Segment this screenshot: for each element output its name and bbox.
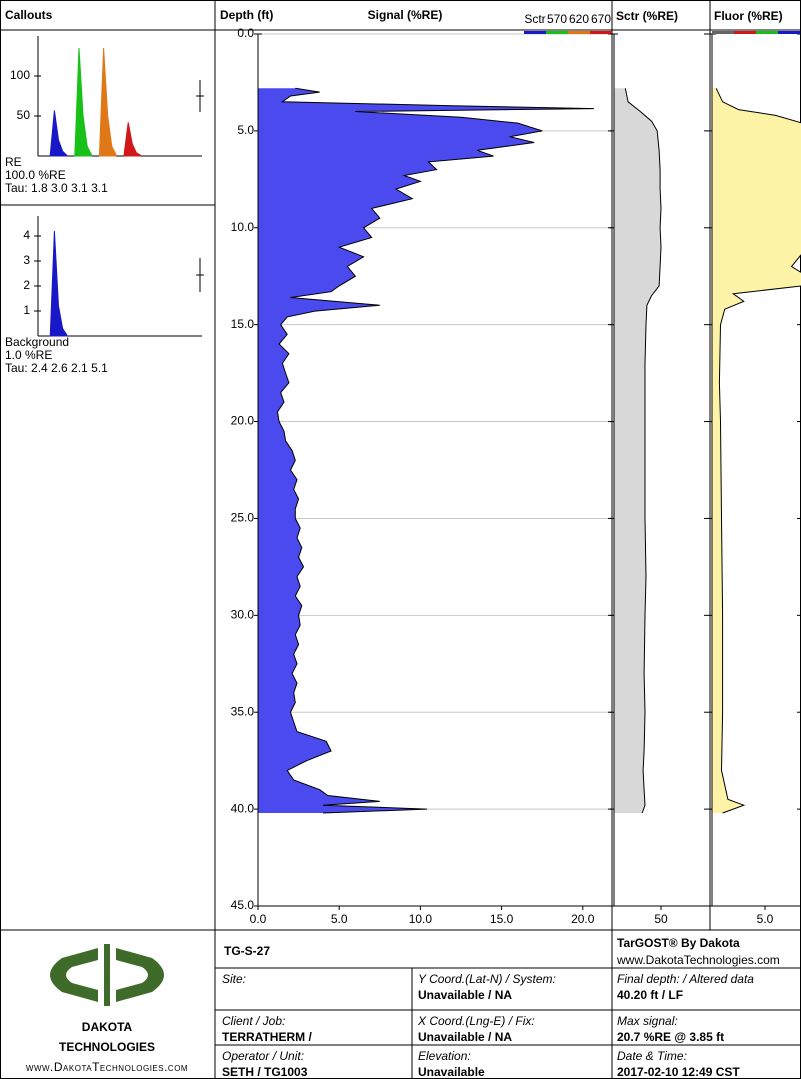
- logo-bar: [104, 944, 110, 1006]
- signal-area: [712, 88, 801, 813]
- value-tick-label: 15.0: [490, 912, 514, 926]
- depth-tick-label: 0.0: [237, 26, 254, 40]
- legend-swatch: [546, 31, 568, 34]
- callouts-title: Callouts: [5, 8, 53, 22]
- value-tick-label: 5.0: [331, 912, 348, 926]
- callout-tau: Tau: 2.4 2.6 2.1 5.1: [5, 361, 108, 375]
- legend-label: 670: [591, 12, 611, 26]
- field-label: Elevation:: [418, 1049, 471, 1063]
- callout-label: Background: [5, 335, 69, 349]
- depth-tick-label: 40.0: [231, 801, 255, 815]
- peak-area: [74, 47, 92, 157]
- value-tick-label: 5.0: [757, 912, 774, 926]
- field-value: Unavailable / NA: [418, 988, 512, 1002]
- signal-line: [276, 87, 595, 814]
- logo-url: www.DakotaTechnologies.com: [26, 1060, 188, 1074]
- legend-swatch: [524, 31, 546, 34]
- depth-tick-label: 25.0: [231, 511, 255, 525]
- peak-area: [49, 110, 68, 157]
- header-swatch: [734, 31, 756, 34]
- depth-tick-label: 10.0: [231, 220, 255, 234]
- track-title: Fluor (%RE): [714, 9, 783, 23]
- track-title: Signal (%RE): [368, 8, 443, 22]
- depth-tick-label: 20.0: [231, 414, 255, 428]
- product-url: www.DakotaTechnologies.com: [616, 953, 780, 967]
- callout-signal: 100.0 %RE: [5, 168, 66, 182]
- value-tick-label: 50: [654, 912, 668, 926]
- y-tick-label: 3: [23, 253, 30, 267]
- y-tick-label: 1: [23, 303, 30, 317]
- field-label: Final depth: / Altered data: [617, 972, 754, 986]
- callout-signal: 1.0 %RE: [5, 348, 52, 362]
- legend-label: 570: [547, 12, 567, 26]
- callout-label: RE: [5, 155, 22, 169]
- callout-tau: Tau: 1.8 3.0 3.1 3.1: [5, 181, 108, 195]
- field-value: 2017-02-10 12:49 CST: [617, 1065, 740, 1079]
- y-tick-label: 50: [17, 108, 31, 122]
- header-swatch: [712, 31, 734, 34]
- logo-sub: TECHNOLOGIES: [59, 1040, 155, 1054]
- logo-shape: [116, 948, 164, 1002]
- signal-area: [614, 88, 661, 814]
- y-tick-label: 100: [10, 68, 30, 82]
- peak-area: [99, 47, 117, 157]
- depth-tick-label: 35.0: [231, 704, 255, 718]
- field-value: 20.7 %RE @ 3.85 ft: [617, 1030, 724, 1044]
- field-value: Unavailable: [418, 1065, 485, 1079]
- value-tick-label: 10.0: [409, 912, 433, 926]
- field-label: X Coord.(Lng-E) / Fix:: [417, 1014, 535, 1028]
- field-value: TERRATHERM /: [222, 1030, 312, 1044]
- y-tick-label: 4: [23, 228, 30, 242]
- value-tick-label: 0.0: [250, 912, 267, 926]
- y-tick-label: 2: [23, 278, 30, 292]
- depth-tick-label: 45.0: [231, 898, 255, 912]
- header-swatch: [778, 31, 800, 34]
- signal-line: [624, 88, 662, 814]
- logo-shape: [50, 948, 98, 1002]
- field-value: Unavailable / NA: [418, 1030, 512, 1044]
- field-value: 40.20 ft / LF: [617, 988, 683, 1002]
- depth-tick-label: 30.0: [231, 608, 255, 622]
- signal-area: [258, 88, 595, 814]
- value-tick-label: 20.0: [571, 912, 595, 926]
- depth-axis-title: Depth (ft): [220, 8, 273, 22]
- logo: DAKOTA TECHNOLOGIES www.DakotaTechnologi…: [26, 944, 188, 1074]
- field-label: Date & Time:: [617, 1049, 687, 1063]
- field-value: SETH / TG1003: [222, 1065, 308, 1079]
- log-id: TG-S-27: [224, 944, 270, 958]
- signal-line: [715, 88, 801, 814]
- field-label: Client / Job:: [222, 1014, 285, 1028]
- track-title: Sctr (%RE): [616, 9, 678, 23]
- field-label: Operator / Unit:: [222, 1049, 304, 1063]
- logo-name: DAKOTA: [82, 1020, 133, 1034]
- field-label: Y Coord.(Lat-N) / System:: [418, 972, 556, 986]
- product: TarGOST® By Dakota: [617, 936, 740, 950]
- peak-area: [123, 122, 141, 157]
- field-label: Site:: [222, 972, 246, 986]
- legend-label: Sctr: [524, 12, 545, 26]
- callout-marker: [196, 80, 204, 292]
- peak-area: [49, 230, 68, 337]
- legend-label: 620: [569, 12, 589, 26]
- depth-tick-label: 5.0: [237, 123, 254, 137]
- legend-swatch: [568, 31, 590, 34]
- depth-tick-label: 15.0: [231, 317, 255, 331]
- field-label: Max signal:: [617, 1014, 678, 1028]
- header-swatch: [756, 31, 778, 34]
- legend-swatch: [590, 31, 612, 34]
